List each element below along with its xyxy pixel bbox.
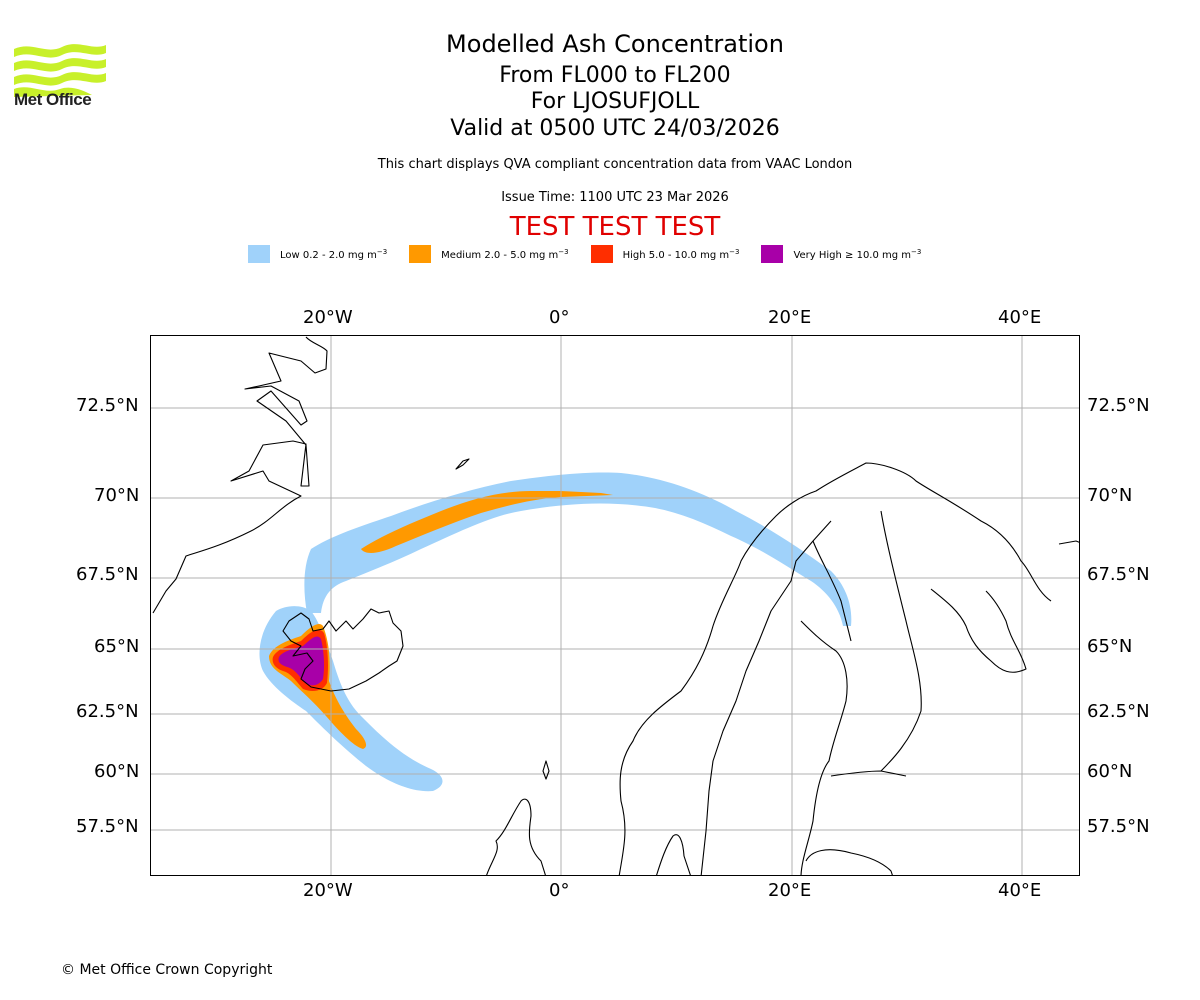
legend-swatch-very-high <box>761 245 784 263</box>
flight-level-range: From FL000 to FL200 <box>499 63 731 88</box>
coast-greenland <box>152 336 328 614</box>
lat-label-left-70: 70°N <box>94 485 140 506</box>
lat-label-right-60: 60°N <box>1087 761 1133 782</box>
coast-baltic <box>805 849 893 875</box>
lat-label-right-57-5: 57.5°N <box>1087 816 1150 837</box>
lon-label-top-20w: 20°W <box>303 307 353 328</box>
legend-label-very-high: Very High ≥ 10.0 mg m−3 <box>793 247 922 261</box>
coast-iceland <box>282 608 404 692</box>
lon-label-top-20e: 20°E <box>768 307 812 328</box>
issue-time: Issue Time: 1100 UTC 23 Mar 2026 <box>501 190 729 205</box>
legend-swatch-low <box>248 245 270 263</box>
coast-kola <box>1058 540 1079 545</box>
border-finland-russia <box>880 510 922 772</box>
coast-scotland <box>486 798 546 875</box>
map-svg <box>151 336 1079 875</box>
subtitle: This chart displays QVA compliant concen… <box>377 157 853 172</box>
map-area[interactable] <box>150 335 1080 876</box>
coast-finland-south <box>830 770 907 777</box>
lon-label-top-0: 0° <box>549 307 570 328</box>
ash-low-northern-arc <box>304 472 852 626</box>
lat-label-left-72-5: 72.5°N <box>76 395 139 416</box>
lat-label-left-62-5: 62.5°N <box>76 701 139 722</box>
copyright-text: © Met Office Crown Copyright <box>61 962 273 978</box>
lat-label-left-67-5: 67.5°N <box>76 564 139 585</box>
coast-denmark <box>656 834 691 875</box>
coast-jan-mayen <box>455 458 470 470</box>
ash-medium-northern-band <box>361 491 613 553</box>
lat-label-left-60: 60°N <box>94 761 140 782</box>
lon-label-bottom-20w: 20°W <box>303 880 353 901</box>
lat-label-right-70: 70°N <box>1087 485 1133 506</box>
coast-shetland <box>542 760 550 780</box>
lat-label-right-72-5: 72.5°N <box>1087 395 1150 416</box>
chart-title: Modelled Ash Concentration <box>446 30 784 58</box>
met-office-logo-icon <box>14 44 106 97</box>
legend-label-low: Low 0.2 - 2.0 mg m−3 <box>280 247 388 261</box>
gridlines <box>151 336 1079 875</box>
lat-label-left-57-5: 57.5°N <box>76 816 139 837</box>
lat-label-right-62-5: 62.5°N <box>1087 701 1150 722</box>
legend-label-high: High 5.0 - 10.0 mg m−3 <box>622 247 740 261</box>
lat-label-right-65: 65°N <box>1087 636 1133 657</box>
lon-label-bottom-0: 0° <box>549 880 570 901</box>
lon-label-top-40e: 40°E <box>998 307 1042 328</box>
legend-swatch-medium <box>409 245 432 263</box>
logo-text: Met Office <box>14 90 92 109</box>
legend-label-medium: Medium 2.0 - 5.0 mg m−3 <box>441 247 569 261</box>
ash-low-southern-branch <box>259 606 443 792</box>
lon-label-bottom-40e: 40°E <box>998 880 1042 901</box>
legend-swatch-high <box>590 245 613 263</box>
coast-white-sea <box>930 588 1027 673</box>
coast-scandinavia <box>618 462 1052 875</box>
test-banner: TEST TEST TEST <box>509 212 721 242</box>
legend-item-medium: Medium 2.0 - 5.0 mg m−3 <box>409 245 569 263</box>
lat-label-left-65: 65°N <box>94 636 140 657</box>
valid-time: Valid at 0500 UTC 24/03/2026 <box>450 116 780 141</box>
volcano-name: For LJOSUFJOLL <box>530 89 700 114</box>
legend-item-very-high: Very High ≥ 10.0 mg m−3 <box>761 245 921 263</box>
border-norway-sweden <box>700 520 832 875</box>
coastlines <box>152 336 1079 875</box>
legend-item-high: High 5.0 - 10.0 mg m−3 <box>590 245 740 263</box>
border-sweden-finland <box>812 540 852 642</box>
lat-label-right-67-5: 67.5°N <box>1087 564 1150 585</box>
lon-label-bottom-20e: 20°E <box>768 880 812 901</box>
legend-item-low: Low 0.2 - 2.0 mg m−3 <box>248 245 387 263</box>
legend: Low 0.2 - 2.0 mg m−3 Medium 2.0 - 5.0 mg… <box>248 244 943 264</box>
coast-gulf-of-bothnia <box>800 620 848 875</box>
